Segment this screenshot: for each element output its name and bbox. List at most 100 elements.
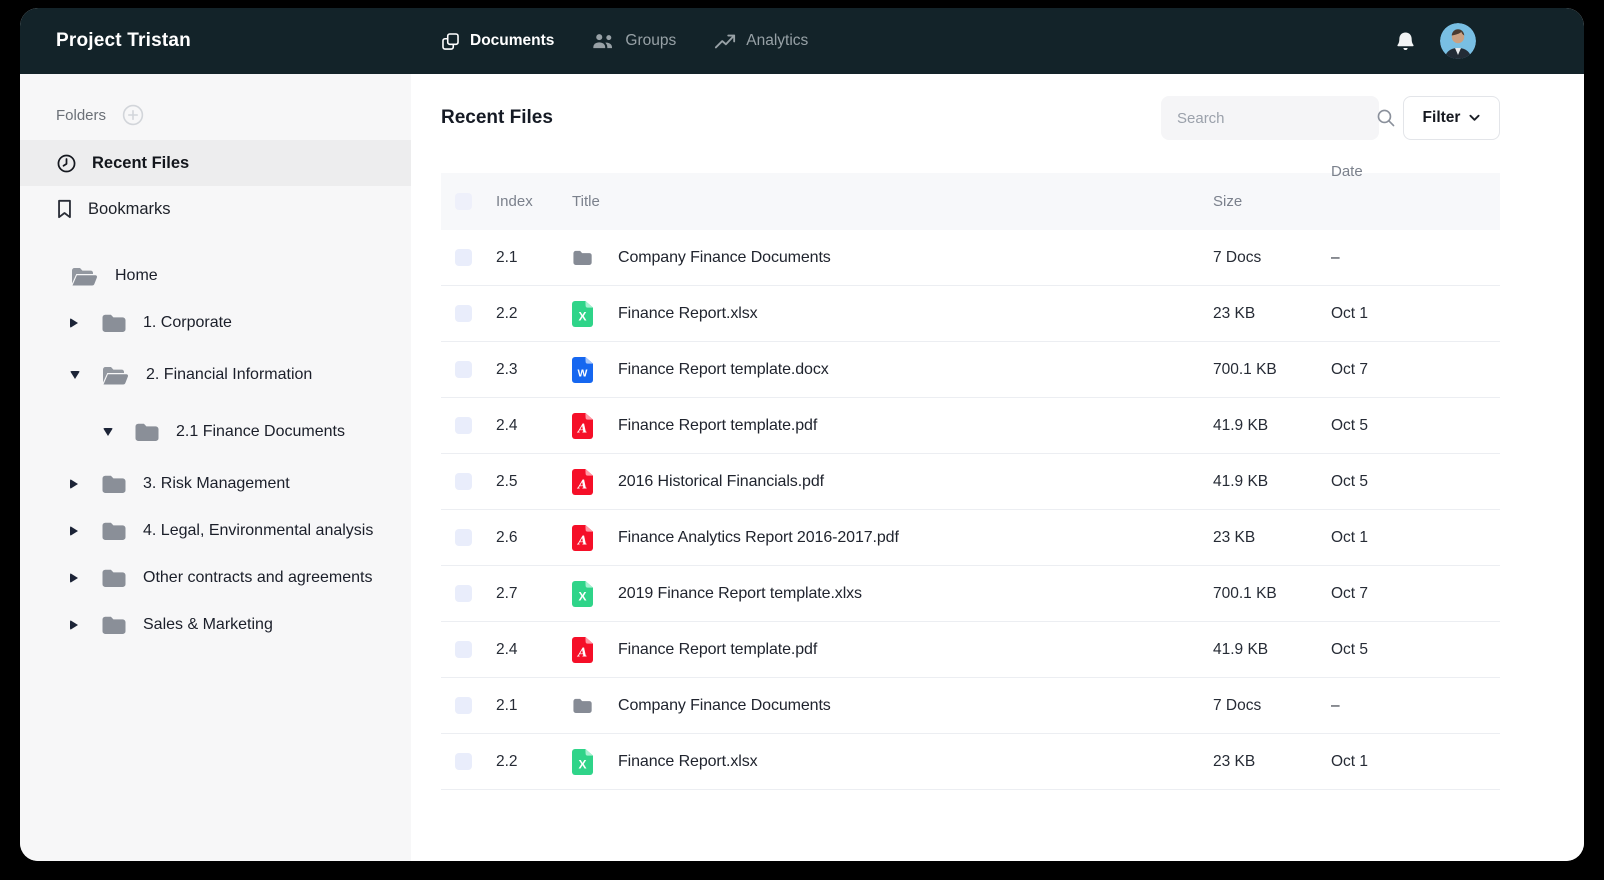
column-header-size[interactable]: Size bbox=[1213, 193, 1331, 210]
tree-item[interactable]: 1. Corporate bbox=[20, 299, 411, 346]
cell-title[interactable]: Company Finance Documents bbox=[618, 249, 1213, 267]
cell-date: Oct 5 bbox=[1331, 417, 1500, 435]
cell-date: Oct 1 bbox=[1331, 753, 1500, 771]
table-row[interactable]: 2.5A2016 Historical Financials.pdf41.9 K… bbox=[441, 454, 1500, 510]
caret-toggle[interactable] bbox=[70, 318, 101, 328]
row-checkbox[interactable] bbox=[455, 305, 472, 322]
svg-text:X: X bbox=[578, 757, 586, 771]
row-checkbox[interactable] bbox=[455, 585, 472, 602]
caret-right-icon bbox=[70, 318, 78, 328]
caret-toggle[interactable] bbox=[70, 573, 101, 583]
row-checkbox[interactable] bbox=[455, 473, 472, 490]
tree-item[interactable]: Other contracts and agreements bbox=[20, 554, 411, 601]
table-header-row: Index Title Size bbox=[441, 173, 1500, 230]
cell-index: 2.4 bbox=[496, 417, 572, 435]
caret-right-icon bbox=[70, 620, 78, 630]
topbar-right bbox=[1396, 23, 1584, 59]
caret-toggle[interactable] bbox=[70, 526, 101, 536]
table-row[interactable]: 2.7 X 2019 Finance Report template.xlxs700… bbox=[441, 566, 1500, 622]
svg-text:A: A bbox=[577, 533, 587, 547]
cell-size: 41.9 KB bbox=[1213, 641, 1331, 659]
folder-closed-icon bbox=[101, 474, 127, 494]
notifications-bell-icon[interactable] bbox=[1396, 31, 1415, 52]
xlsx-file-icon: X bbox=[572, 749, 618, 775]
cell-size: 700.1 KB bbox=[1213, 361, 1331, 379]
search-icon[interactable] bbox=[1376, 108, 1396, 128]
column-header-title[interactable]: Title bbox=[572, 193, 1213, 210]
table-row[interactable]: 2.2XFinance Report.xlsx23 KBOct 1 bbox=[441, 286, 1500, 342]
cell-title[interactable]: Company Finance Documents bbox=[618, 697, 1213, 715]
tree-item[interactable]: 3. Risk Management bbox=[20, 460, 411, 507]
tree-item[interactable]: 2. Financial Information bbox=[20, 351, 411, 398]
cell-date: Oct 1 bbox=[1331, 529, 1500, 547]
cell-title[interactable]: 2019 Finance Report template.xlxs bbox=[618, 585, 1213, 603]
search-input[interactable] bbox=[1177, 110, 1376, 127]
table-row[interactable]: 2.3WFinance Report template.docx700.1 KB… bbox=[441, 342, 1500, 398]
table-row[interactable]: 2.4AFinance Report template.pdf41.9 KBOc… bbox=[441, 398, 1500, 454]
cell-title[interactable]: Finance Report template.pdf bbox=[618, 641, 1213, 659]
cell-size: 700.1 KB bbox=[1213, 585, 1331, 603]
caret-right-icon bbox=[70, 526, 78, 536]
cell-title[interactable]: Finance Report.xlsx bbox=[618, 305, 1213, 323]
svg-text:A: A bbox=[577, 645, 587, 659]
tree-item[interactable]: Home bbox=[20, 252, 411, 299]
user-avatar[interactable] bbox=[1440, 23, 1476, 59]
table-row[interactable]: 2.1Company Finance Documents7 Docs– bbox=[441, 230, 1500, 286]
caret-toggle[interactable] bbox=[70, 479, 101, 489]
row-checkbox[interactable] bbox=[455, 641, 472, 658]
add-folder-button[interactable] bbox=[122, 104, 144, 126]
cell-date: Oct 7 bbox=[1331, 361, 1500, 379]
nav-item-groups[interactable]: Groups bbox=[592, 32, 676, 50]
sidebar-item-bookmarks[interactable]: Bookmarks bbox=[20, 186, 411, 232]
folders-label: Folders bbox=[56, 107, 106, 124]
svg-text:A: A bbox=[577, 421, 587, 435]
nav-item-documents[interactable]: Documents bbox=[441, 32, 554, 51]
caret-toggle[interactable] bbox=[70, 371, 101, 379]
filter-button[interactable]: Filter bbox=[1403, 96, 1500, 140]
column-header-date[interactable]: Date bbox=[1331, 163, 1363, 180]
column-header-index[interactable]: Index bbox=[496, 193, 572, 210]
caret-down-icon bbox=[70, 371, 80, 379]
cell-size: 7 Docs bbox=[1213, 249, 1331, 267]
tree-item[interactable]: Sales & Marketing bbox=[20, 601, 411, 648]
row-checkbox[interactable] bbox=[455, 753, 472, 770]
cell-index: 2.2 bbox=[496, 753, 572, 771]
folder-closed-icon bbox=[101, 521, 127, 541]
table-row[interactable]: 2.2XFinance Report.xlsx23 KBOct 1 bbox=[441, 734, 1500, 790]
top-bar: Project Tristan DocumentsGroupsAnalytics bbox=[20, 8, 1584, 74]
xlsx-file-icon: X bbox=[572, 581, 618, 607]
main-panel: Recent Files Filter bbox=[411, 74, 1584, 861]
caret-toggle[interactable] bbox=[70, 620, 101, 630]
sidebar: Folders Recent FilesBookmarks Home1. Cor… bbox=[20, 74, 411, 861]
tree-item[interactable]: 2.1 Finance Documents bbox=[20, 408, 411, 455]
caret-toggle[interactable] bbox=[103, 428, 134, 436]
cell-title[interactable]: Finance Report template.pdf bbox=[618, 417, 1213, 435]
cell-title[interactable]: Finance Report.xlsx bbox=[618, 753, 1213, 771]
pdf-file-icon: A bbox=[572, 525, 618, 551]
row-checkbox[interactable] bbox=[455, 361, 472, 378]
folder-open-icon bbox=[101, 365, 130, 385]
row-checkbox[interactable] bbox=[455, 697, 472, 714]
cell-size: 41.9 KB bbox=[1213, 473, 1331, 491]
sidebar-item-recent-files[interactable]: Recent Files bbox=[20, 140, 411, 186]
cell-title[interactable]: 2016 Historical Financials.pdf bbox=[618, 473, 1213, 491]
svg-text:X: X bbox=[578, 589, 586, 603]
folder-closed-icon bbox=[101, 615, 127, 635]
tree-item[interactable]: 4. Legal, Environmental analysis bbox=[20, 507, 411, 554]
cell-index: 2.7 bbox=[496, 585, 572, 603]
row-checkbox[interactable] bbox=[455, 529, 472, 546]
table-row[interactable]: 2.4AFinance Report template.pdf41.9 KBOc… bbox=[441, 622, 1500, 678]
cell-title[interactable]: Finance Report template.docx bbox=[618, 361, 1213, 379]
select-all-checkbox[interactable] bbox=[455, 193, 472, 210]
row-checkbox[interactable] bbox=[455, 417, 472, 434]
folder-closed-icon bbox=[101, 568, 127, 588]
nav-item-analytics[interactable]: Analytics bbox=[714, 32, 808, 50]
analytics-icon bbox=[714, 33, 736, 50]
table-row[interactable]: 2.6AFinance Analytics Report 2016-2017.p… bbox=[441, 510, 1500, 566]
table-row[interactable]: 2.1Company Finance Documents7 Docs– bbox=[441, 678, 1500, 734]
cell-title[interactable]: Finance Analytics Report 2016-2017.pdf bbox=[618, 529, 1213, 547]
bookmark-icon bbox=[56, 199, 73, 219]
row-checkbox[interactable] bbox=[455, 249, 472, 266]
cell-index: 2.5 bbox=[496, 473, 572, 491]
cell-index: 2.4 bbox=[496, 641, 572, 659]
